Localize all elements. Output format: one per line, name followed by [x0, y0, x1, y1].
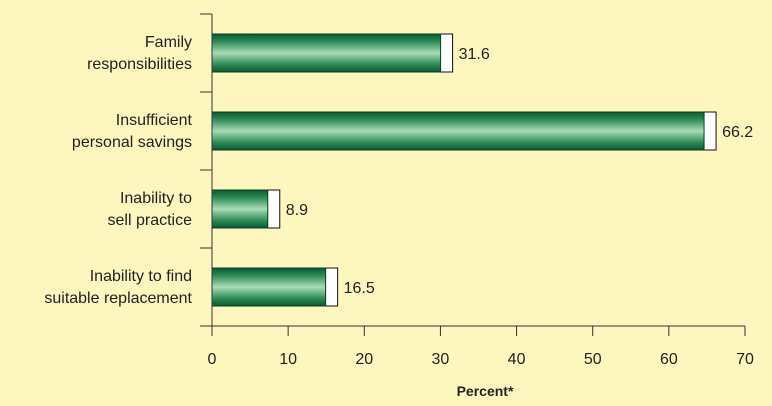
axes-group: [200, 13, 746, 336]
x-tick-label: 60: [660, 351, 678, 368]
bar-value-label: 66.2: [722, 124, 753, 141]
labels-group: 0 10 20 30 40 50 60 70 31.6 Family responsibilitie…: [44, 34, 754, 368]
category-label: Insufficient: [116, 112, 193, 129]
x-tick-label: 0: [208, 351, 217, 368]
x-tick-label: 30: [432, 351, 450, 368]
bar: [211, 33, 442, 73]
category-label: suitable replacement: [44, 290, 192, 307]
x-tick-label: 50: [584, 351, 602, 368]
bar: [211, 267, 327, 307]
category-label: Inability to: [120, 190, 192, 207]
category-label: Family: [145, 34, 192, 51]
category-label: sell practice: [108, 212, 193, 229]
x-tick-label: 10: [279, 351, 297, 368]
bar: [211, 111, 705, 151]
x-axis-title: Percent*: [457, 383, 514, 399]
category-label: Inability to find: [90, 268, 192, 285]
category-label: personal savings: [72, 134, 192, 151]
bar-value-label: 16.5: [344, 280, 375, 297]
bar: [211, 189, 269, 229]
x-tick-label: 20: [355, 351, 373, 368]
x-tick-label: 70: [736, 351, 754, 368]
bars-group: [211, 33, 717, 307]
x-tick-label: 40: [508, 351, 526, 368]
bar-value-label: 31.6: [459, 46, 490, 63]
category-label: responsibilities: [87, 56, 192, 73]
bar-value-label: 8.9: [286, 202, 308, 219]
